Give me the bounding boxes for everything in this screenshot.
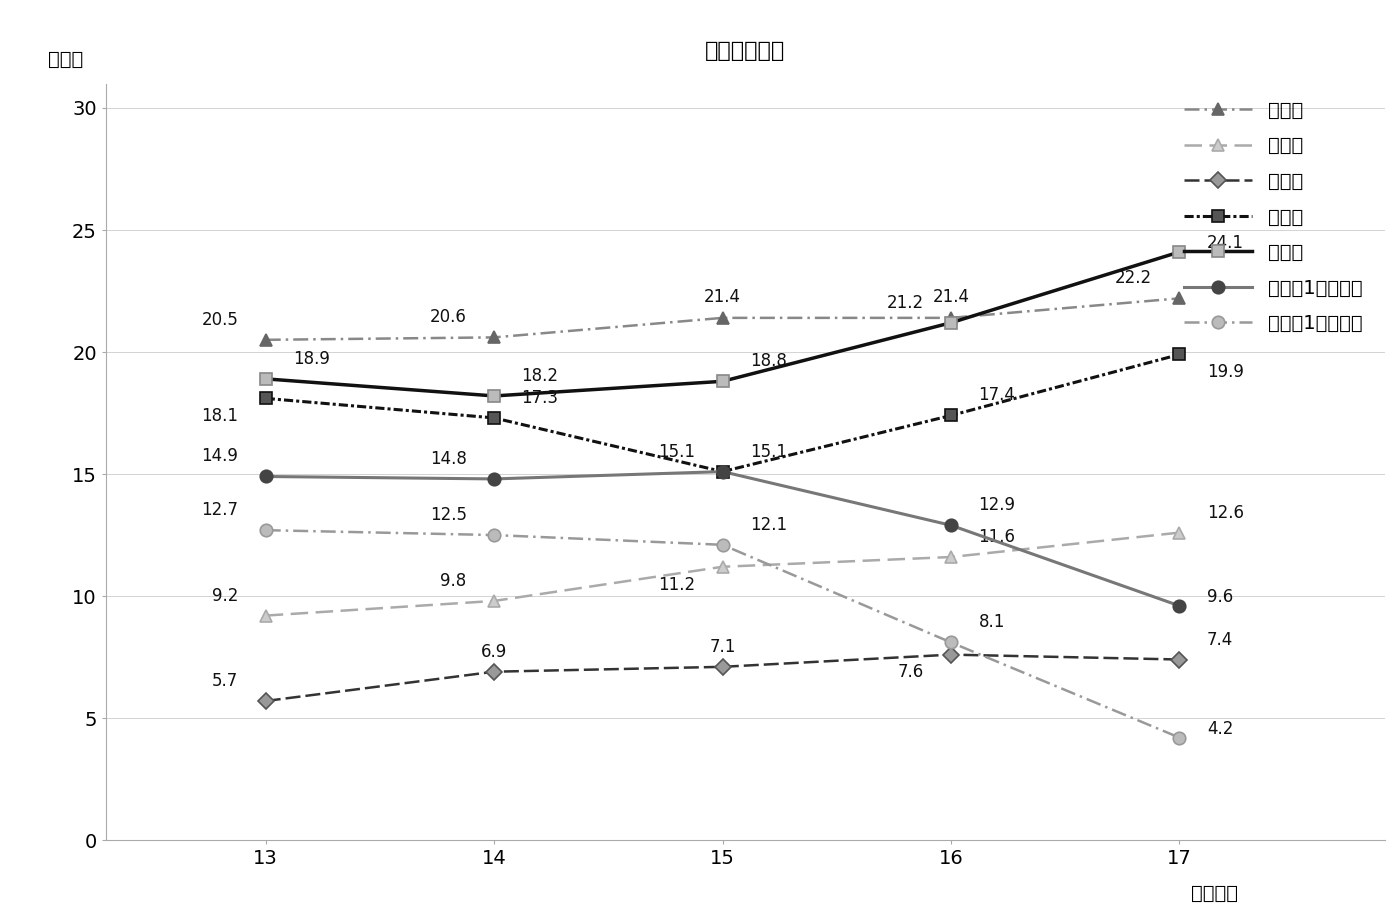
Text: 18.1: 18.1 [202,407,238,425]
Text: 18.8: 18.8 [750,352,787,371]
Text: 15.1: 15.1 [750,443,787,460]
Text: 12.7: 12.7 [202,501,238,519]
Legend: 大都市, 中核市, 特例市, 中都市, 小都市, 町村（1万以上）, 町村（1万未満）: 大都市, 中核市, 特例市, 中都市, 小都市, 町村（1万以上）, 町村（1万… [1184,101,1362,333]
Text: 7.1: 7.1 [710,638,736,656]
Text: 24.1: 24.1 [1207,234,1243,252]
Text: 12.6: 12.6 [1207,503,1243,522]
Text: 17.4: 17.4 [979,386,1015,404]
Text: 12.9: 12.9 [979,496,1015,514]
Text: 15.1: 15.1 [658,443,696,460]
Text: 7.4: 7.4 [1207,630,1233,649]
Text: 21.4: 21.4 [932,287,969,306]
Text: （％）: （％） [48,49,84,69]
Text: 11.6: 11.6 [979,528,1015,546]
Text: 12.5: 12.5 [430,506,466,524]
Text: 8.1: 8.1 [979,613,1005,631]
Text: 19.9: 19.9 [1207,363,1243,382]
Text: 14.9: 14.9 [202,447,238,466]
Text: 17.3: 17.3 [522,389,559,407]
Text: 20.6: 20.6 [430,308,466,327]
Text: 9.2: 9.2 [211,587,238,605]
Text: 20.5: 20.5 [202,311,238,328]
Text: 14.8: 14.8 [430,450,466,468]
Text: 12.1: 12.1 [750,516,787,533]
Text: その２　歳出: その２ 歳出 [706,41,785,61]
Text: 6.9: 6.9 [482,642,507,661]
Text: 18.9: 18.9 [293,350,330,368]
Text: 22.2: 22.2 [1114,269,1152,287]
Text: 9.8: 9.8 [441,572,466,590]
Text: （年度）: （年度） [1191,884,1238,903]
Text: 21.4: 21.4 [704,287,741,306]
Text: 5.7: 5.7 [211,672,238,690]
Text: 21.2: 21.2 [886,294,924,312]
Text: 11.2: 11.2 [658,576,696,594]
Text: 9.6: 9.6 [1207,587,1233,606]
Text: 7.6: 7.6 [897,663,924,682]
Text: 18.2: 18.2 [522,367,559,385]
Text: 4.2: 4.2 [1207,719,1233,737]
